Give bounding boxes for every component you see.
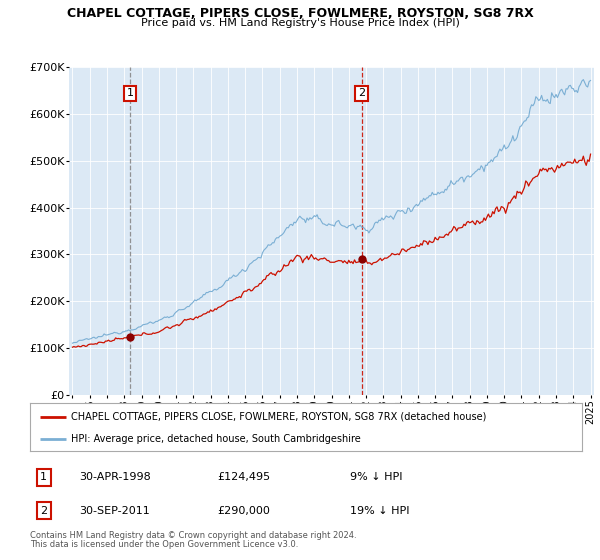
Text: £124,495: £124,495 — [218, 472, 271, 482]
Text: 1: 1 — [40, 472, 47, 482]
Text: 30-APR-1998: 30-APR-1998 — [80, 472, 151, 482]
Text: £290,000: £290,000 — [218, 506, 271, 516]
Text: 2: 2 — [40, 506, 47, 516]
Text: 1: 1 — [127, 88, 133, 99]
Text: CHAPEL COTTAGE, PIPERS CLOSE, FOWLMERE, ROYSTON, SG8 7RX: CHAPEL COTTAGE, PIPERS CLOSE, FOWLMERE, … — [67, 7, 533, 20]
Text: This data is licensed under the Open Government Licence v3.0.: This data is licensed under the Open Gov… — [30, 540, 298, 549]
Text: Price paid vs. HM Land Registry's House Price Index (HPI): Price paid vs. HM Land Registry's House … — [140, 18, 460, 28]
Text: Contains HM Land Registry data © Crown copyright and database right 2024.: Contains HM Land Registry data © Crown c… — [30, 531, 356, 540]
Text: HPI: Average price, detached house, South Cambridgeshire: HPI: Average price, detached house, Sout… — [71, 434, 361, 444]
Text: 9% ↓ HPI: 9% ↓ HPI — [350, 472, 403, 482]
Text: 19% ↓ HPI: 19% ↓ HPI — [350, 506, 410, 516]
Text: CHAPEL COTTAGE, PIPERS CLOSE, FOWLMERE, ROYSTON, SG8 7RX (detached house): CHAPEL COTTAGE, PIPERS CLOSE, FOWLMERE, … — [71, 412, 487, 422]
Text: 2: 2 — [358, 88, 365, 99]
Text: 30-SEP-2011: 30-SEP-2011 — [80, 506, 151, 516]
